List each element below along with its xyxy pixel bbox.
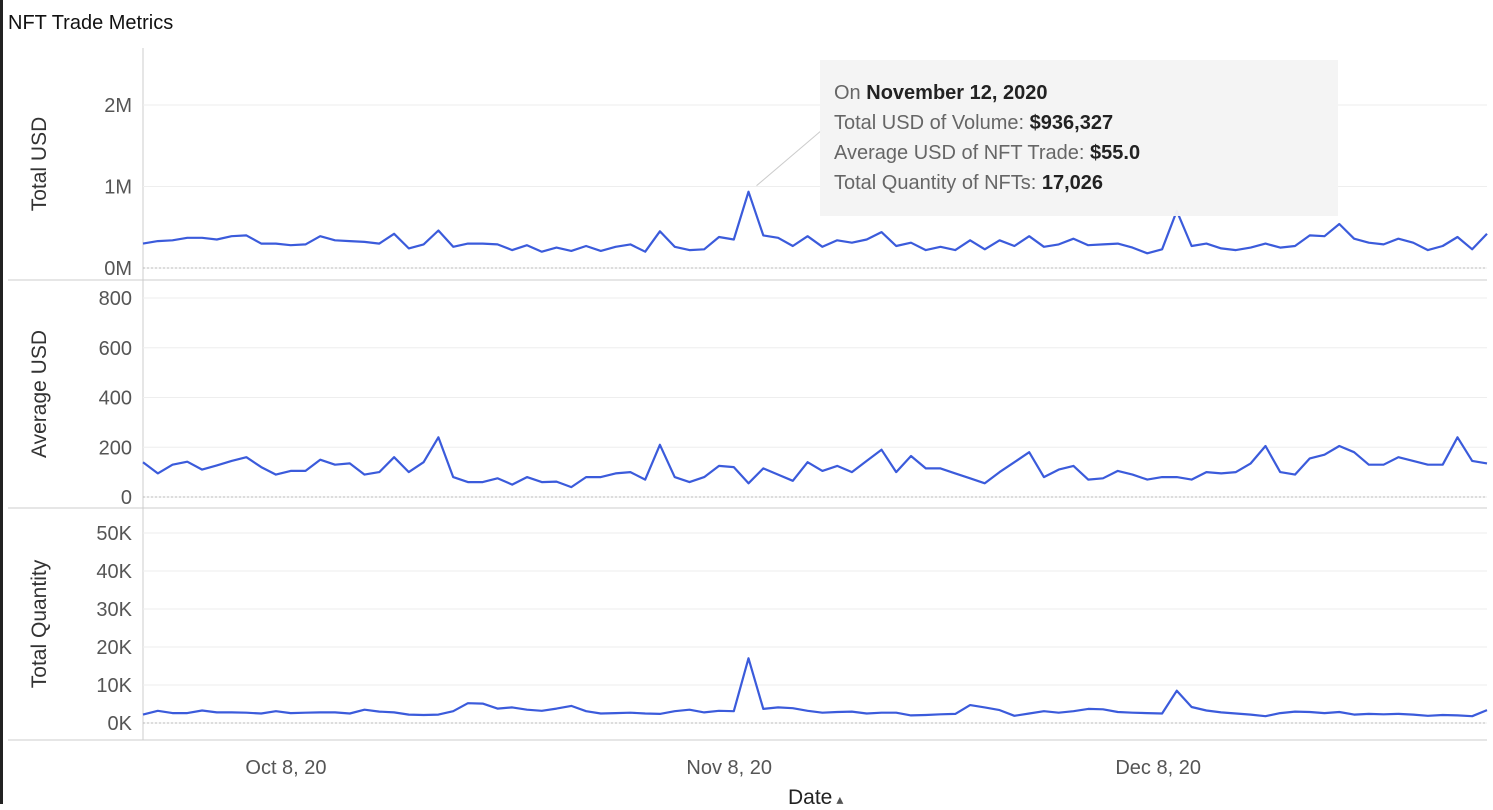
tooltip-pointer xyxy=(756,129,823,187)
series-line-total-quantity[interactable] xyxy=(142,657,1488,718)
tooltip-label: Total Quantity of NFTs: xyxy=(834,172,1037,194)
tooltip-value: $55.0 xyxy=(1090,142,1141,164)
left-border xyxy=(0,0,3,804)
tooltip-prefix: On xyxy=(834,82,861,104)
tooltip-value: 17,026 xyxy=(1041,172,1104,194)
y-tick-label: 0K xyxy=(108,713,133,735)
y-tick-label: 40K xyxy=(96,561,132,583)
series-line-total-usd[interactable] xyxy=(142,190,1488,255)
y-axis-label: Total USD xyxy=(28,117,51,212)
tooltip-label: Average USD of NFT Trade: xyxy=(834,142,1085,164)
chart-title: NFT Trade Metrics xyxy=(8,12,174,34)
x-axis-title[interactable]: Date ▴ xyxy=(788,786,843,810)
y-tick-label: 0M xyxy=(104,258,132,280)
y-tick-label: 1M xyxy=(104,177,132,199)
tooltip-row-average-usd: Average USD of NFT Trade: $55.0 xyxy=(834,138,1324,168)
sort-icon[interactable]: ▴ xyxy=(836,791,844,807)
tooltip-date: November 12, 2020 xyxy=(866,82,1048,104)
x-axis-title-text: Date xyxy=(788,786,833,809)
x-tick-label: Dec 8, 20 xyxy=(1115,757,1201,779)
y-tick-label: 10K xyxy=(96,675,132,697)
tooltip-row-total-quantity: Total Quantity of NFTs: 17,026 xyxy=(834,168,1324,198)
y-tick-label: 2M xyxy=(104,95,132,117)
y-tick-label: 50K xyxy=(96,523,132,545)
y-tick-label: 600 xyxy=(99,338,132,360)
tooltip-value: $936,327 xyxy=(1029,112,1114,134)
x-tick-label: Nov 8, 20 xyxy=(686,757,772,779)
tooltip: On November 12, 2020 Total USD of Volume… xyxy=(820,60,1338,216)
y-tick-label: 200 xyxy=(99,437,132,459)
y-axis-label: Total Quantity xyxy=(28,559,51,688)
series-line-average-usd[interactable] xyxy=(142,436,1488,489)
tooltip-label: Total USD of Volume: xyxy=(834,112,1025,134)
tooltip-row-total-usd: Total USD of Volume: $936,327 xyxy=(834,108,1324,138)
y-axis-label: Average USD xyxy=(28,330,51,458)
x-tick-label: Oct 8, 20 xyxy=(245,757,326,779)
y-tick-label: 400 xyxy=(99,388,132,410)
tooltip-date-row: On November 12, 2020 xyxy=(834,78,1324,108)
y-tick-label: 20K xyxy=(96,637,132,659)
y-tick-label: 0 xyxy=(121,487,132,509)
y-tick-label: 800 xyxy=(99,288,132,310)
y-tick-label: 30K xyxy=(96,599,132,621)
